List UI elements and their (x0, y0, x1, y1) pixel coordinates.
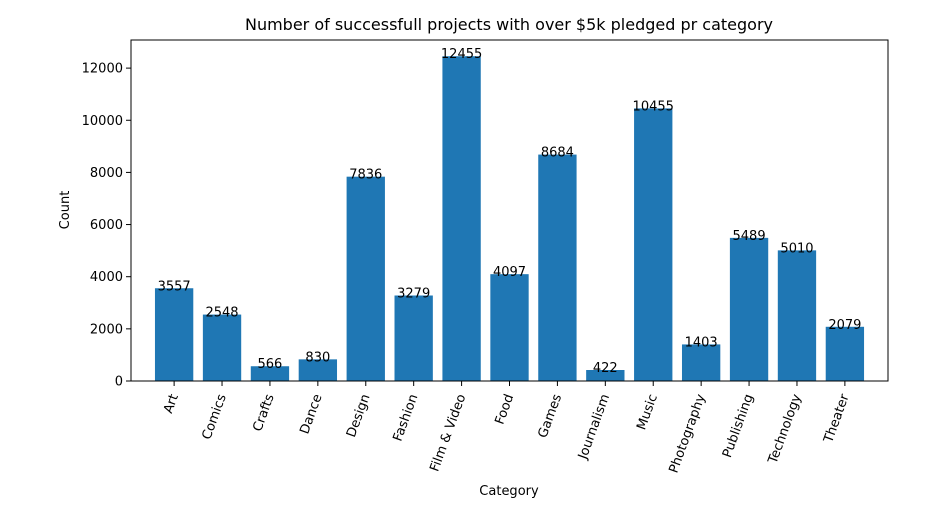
bar-value-label: 1403 (685, 335, 718, 350)
bar-theater (825, 326, 865, 381)
y-tick-label: 2000 (90, 322, 123, 337)
y-tick-label: 12000 (82, 62, 123, 77)
plot-frame (130, 39, 889, 382)
x-tick-label: Photography (666, 392, 709, 475)
bar-value-label: 12455 (441, 47, 482, 62)
bar-value-label: 2079 (828, 318, 861, 333)
bar-fashion (394, 295, 433, 381)
x-tick-label: Fashion (391, 392, 422, 443)
y-tick-label: 0 (115, 375, 123, 390)
bar-comics (202, 314, 242, 381)
y-axis-label: Count (58, 191, 73, 230)
x-tick-label: Theater (821, 392, 853, 446)
bar-journalism (586, 370, 625, 381)
bar-labels-layer: 3557 2548 566 830 7836 3279 12455 4097 8684 422 10… (158, 47, 862, 376)
bar-value-label: 566 (258, 357, 283, 372)
x-tick-label: Games (536, 392, 566, 440)
x-axis: Art Comics Crafts Dance Design Fashion Film & … (161, 381, 853, 475)
x-tick-label: Technology (765, 392, 804, 467)
bar-publishing (729, 237, 769, 381)
bar-value-label: 5010 (780, 241, 813, 256)
y-axis: 0 2000 4000 6000 8000 10000 12000 (82, 62, 131, 390)
bar-design (346, 176, 385, 381)
x-tick-label: Comics (200, 392, 230, 442)
bar-value-label: 2548 (205, 306, 238, 321)
y-tick-label: 4000 (90, 270, 123, 285)
bar-value-label: 5489 (733, 229, 766, 244)
x-axis-label: Category (479, 484, 539, 499)
bar-crafts (250, 366, 290, 381)
bar-film-video (442, 56, 481, 382)
x-tick-label: Design (344, 392, 373, 439)
bar-food (490, 274, 529, 381)
bar-value-label: 3557 (158, 279, 191, 294)
x-tick-label: Music (634, 392, 661, 432)
x-tick-label: Journalism (575, 392, 613, 462)
y-tick-label: 8000 (90, 166, 123, 181)
x-tick-label: Film & Video (427, 392, 469, 474)
bar-value-label: 10455 (633, 99, 674, 114)
bar-dance (298, 359, 338, 381)
x-tick-label: Crafts (250, 392, 277, 434)
bar-art (154, 288, 194, 381)
bar-value-label: 830 (305, 350, 330, 365)
bar-value-label: 8684 (541, 146, 574, 161)
bar-value-label: 4097 (493, 265, 526, 280)
bar-value-label: 3279 (397, 287, 430, 302)
x-tick-label: Food (492, 392, 517, 426)
bar-value-label: 7836 (349, 168, 382, 183)
bar-games (538, 154, 577, 381)
bars-layer (154, 56, 865, 382)
chart-title: Number of successfull projects with over… (245, 15, 773, 34)
bar-value-label: 422 (593, 361, 618, 376)
bar-photography (681, 344, 721, 381)
x-tick-label: Art (161, 392, 182, 415)
y-tick-label: 6000 (90, 218, 123, 233)
x-tick-label: Publishing (720, 392, 757, 460)
bar-technology (777, 250, 817, 381)
y-tick-label: 10000 (82, 114, 123, 129)
x-tick-label: Dance (297, 392, 325, 436)
bar-music (634, 108, 673, 381)
